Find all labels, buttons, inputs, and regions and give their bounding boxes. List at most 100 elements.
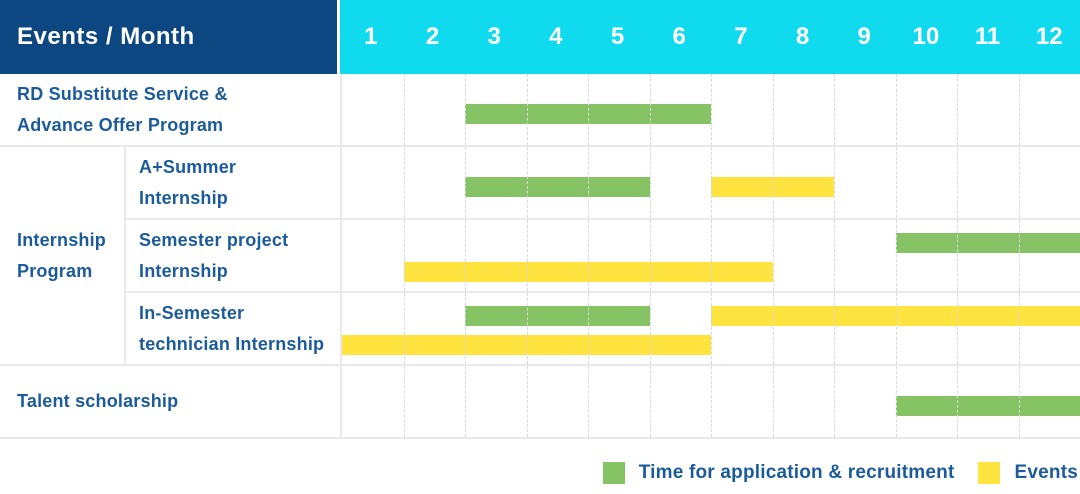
legend-label-events: Events bbox=[1014, 462, 1078, 483]
month-gridline bbox=[1018, 293, 1020, 364]
month-gridline bbox=[711, 147, 712, 218]
month-gridline bbox=[834, 220, 835, 291]
month-gridline bbox=[526, 147, 528, 218]
month-gridline bbox=[957, 293, 958, 364]
month-label-3: 3 bbox=[487, 23, 501, 50]
month-gridline bbox=[403, 74, 405, 145]
month-gridline bbox=[526, 293, 528, 364]
internship-program-rows: A+Summer Internship Semester project Int… bbox=[126, 147, 1080, 366]
timeline-cell bbox=[342, 147, 1080, 218]
month-gridline bbox=[403, 293, 405, 364]
row-label-a-plus-summer-internship: A+Summer Internship bbox=[126, 147, 342, 218]
month-gridline bbox=[772, 293, 774, 364]
timeline-cell bbox=[342, 293, 1080, 364]
month-label-12: 12 bbox=[1035, 23, 1063, 50]
month-gridline bbox=[649, 147, 651, 218]
row-talent-scholarship: Talent scholarship bbox=[0, 366, 1080, 439]
month-gridline bbox=[834, 293, 835, 364]
row-label-line: In-Semester bbox=[139, 302, 245, 323]
month-gridline bbox=[711, 74, 712, 145]
month-gridline bbox=[649, 220, 651, 291]
row-label-line: Internship bbox=[139, 260, 229, 281]
legend-label-application: Time for application & recruitment bbox=[638, 462, 955, 483]
month-gridline bbox=[403, 220, 405, 291]
gantt-bar-application bbox=[895, 233, 1080, 253]
month-gridline bbox=[465, 74, 466, 145]
month-gridline bbox=[895, 366, 897, 437]
month-gridline bbox=[834, 74, 835, 145]
header-divider bbox=[337, 0, 340, 74]
month-gridline bbox=[465, 293, 466, 364]
month-gridline bbox=[895, 74, 897, 145]
month-gridline bbox=[957, 220, 958, 291]
month-gridline bbox=[957, 147, 958, 218]
month-gridline bbox=[526, 74, 528, 145]
month-label-1: 1 bbox=[364, 23, 378, 50]
month-gridline bbox=[834, 366, 835, 437]
month-header: 1 2 3 4 5 6 7 8 9 10 11 12 bbox=[340, 0, 1080, 74]
month-gridline bbox=[895, 293, 897, 364]
month-gridline bbox=[957, 366, 958, 437]
month-gridline bbox=[895, 220, 897, 291]
row-a-plus-summer-internship: A+Summer Internship bbox=[126, 147, 1080, 220]
row-label-line: Advance Offer Program bbox=[17, 114, 224, 135]
gantt-bar-application bbox=[465, 306, 650, 326]
month-label-9: 9 bbox=[857, 23, 871, 50]
row-label-line: Talent scholarship bbox=[17, 391, 179, 411]
month-label-6: 6 bbox=[672, 23, 686, 50]
timeline-cell bbox=[342, 366, 1080, 437]
month-gridline bbox=[1018, 220, 1020, 291]
row-label-talent-scholarship: Talent scholarship bbox=[0, 366, 342, 437]
month-gridline bbox=[895, 147, 897, 218]
month-gridline bbox=[834, 147, 835, 218]
month-gridline bbox=[772, 147, 774, 218]
month-gridline bbox=[588, 147, 589, 218]
month-gridline bbox=[588, 366, 589, 437]
month-gridline bbox=[711, 220, 712, 291]
timeline-cell bbox=[342, 220, 1080, 291]
month-gridline bbox=[1018, 366, 1020, 437]
month-gridline bbox=[588, 293, 589, 364]
row-label-line: Internship bbox=[139, 187, 229, 208]
group-label-line: Internship bbox=[17, 229, 107, 250]
row-label-in-semester-technician-internship: In-Semester technician Internship bbox=[126, 293, 342, 364]
header-row: Events / Month 1 2 3 4 5 6 7 8 9 10 11 1… bbox=[0, 0, 1080, 74]
month-label-10: 10 bbox=[912, 23, 940, 50]
gantt-bar-application bbox=[895, 396, 1080, 416]
month-gridline bbox=[465, 220, 466, 291]
month-gridline bbox=[588, 220, 589, 291]
row-label-line: RD Substitute Service & bbox=[17, 83, 228, 104]
row-label-line: technician Internship bbox=[139, 333, 325, 354]
month-gridline bbox=[588, 74, 589, 145]
timeline-cell bbox=[342, 74, 1080, 145]
month-label-4: 4 bbox=[549, 23, 563, 50]
month-gridline bbox=[649, 366, 651, 437]
month-label-11: 11 bbox=[974, 23, 1001, 50]
row-label-rd-substitute-service: RD Substitute Service & Advance Offer Pr… bbox=[0, 74, 342, 145]
legend: Time for application & recruitment Event… bbox=[602, 462, 1078, 484]
month-gridline bbox=[1018, 74, 1020, 145]
row-rd-substitute-service: RD Substitute Service & Advance Offer Pr… bbox=[0, 74, 1080, 147]
month-label-8: 8 bbox=[795, 23, 810, 50]
month-gridline bbox=[649, 74, 651, 145]
month-gridline bbox=[403, 366, 405, 437]
month-label-2: 2 bbox=[425, 23, 440, 50]
month-gridline bbox=[711, 293, 712, 364]
month-gridline bbox=[526, 366, 528, 437]
month-gridline bbox=[649, 293, 651, 364]
row-label-line: A+Summer bbox=[139, 156, 237, 177]
month-gridline bbox=[526, 220, 528, 291]
month-gridline bbox=[465, 147, 466, 218]
row-in-semester-technician-internship: In-Semester technician Internship bbox=[126, 293, 1080, 366]
gantt-bar-application bbox=[465, 177, 650, 197]
month-gridline bbox=[465, 366, 466, 437]
month-gridline bbox=[957, 74, 958, 145]
legend-swatch-events-yellow bbox=[978, 462, 1001, 484]
month-label-5: 5 bbox=[610, 23, 625, 50]
month-gridline bbox=[1018, 147, 1020, 218]
month-gridline bbox=[711, 366, 712, 437]
gantt-chart: Events / Month 1 2 3 4 5 6 7 8 9 10 11 1… bbox=[0, 0, 1080, 439]
row-label-line: Semester project bbox=[139, 229, 289, 250]
month-gridline bbox=[772, 220, 774, 291]
group-label-line: Program bbox=[17, 260, 93, 281]
